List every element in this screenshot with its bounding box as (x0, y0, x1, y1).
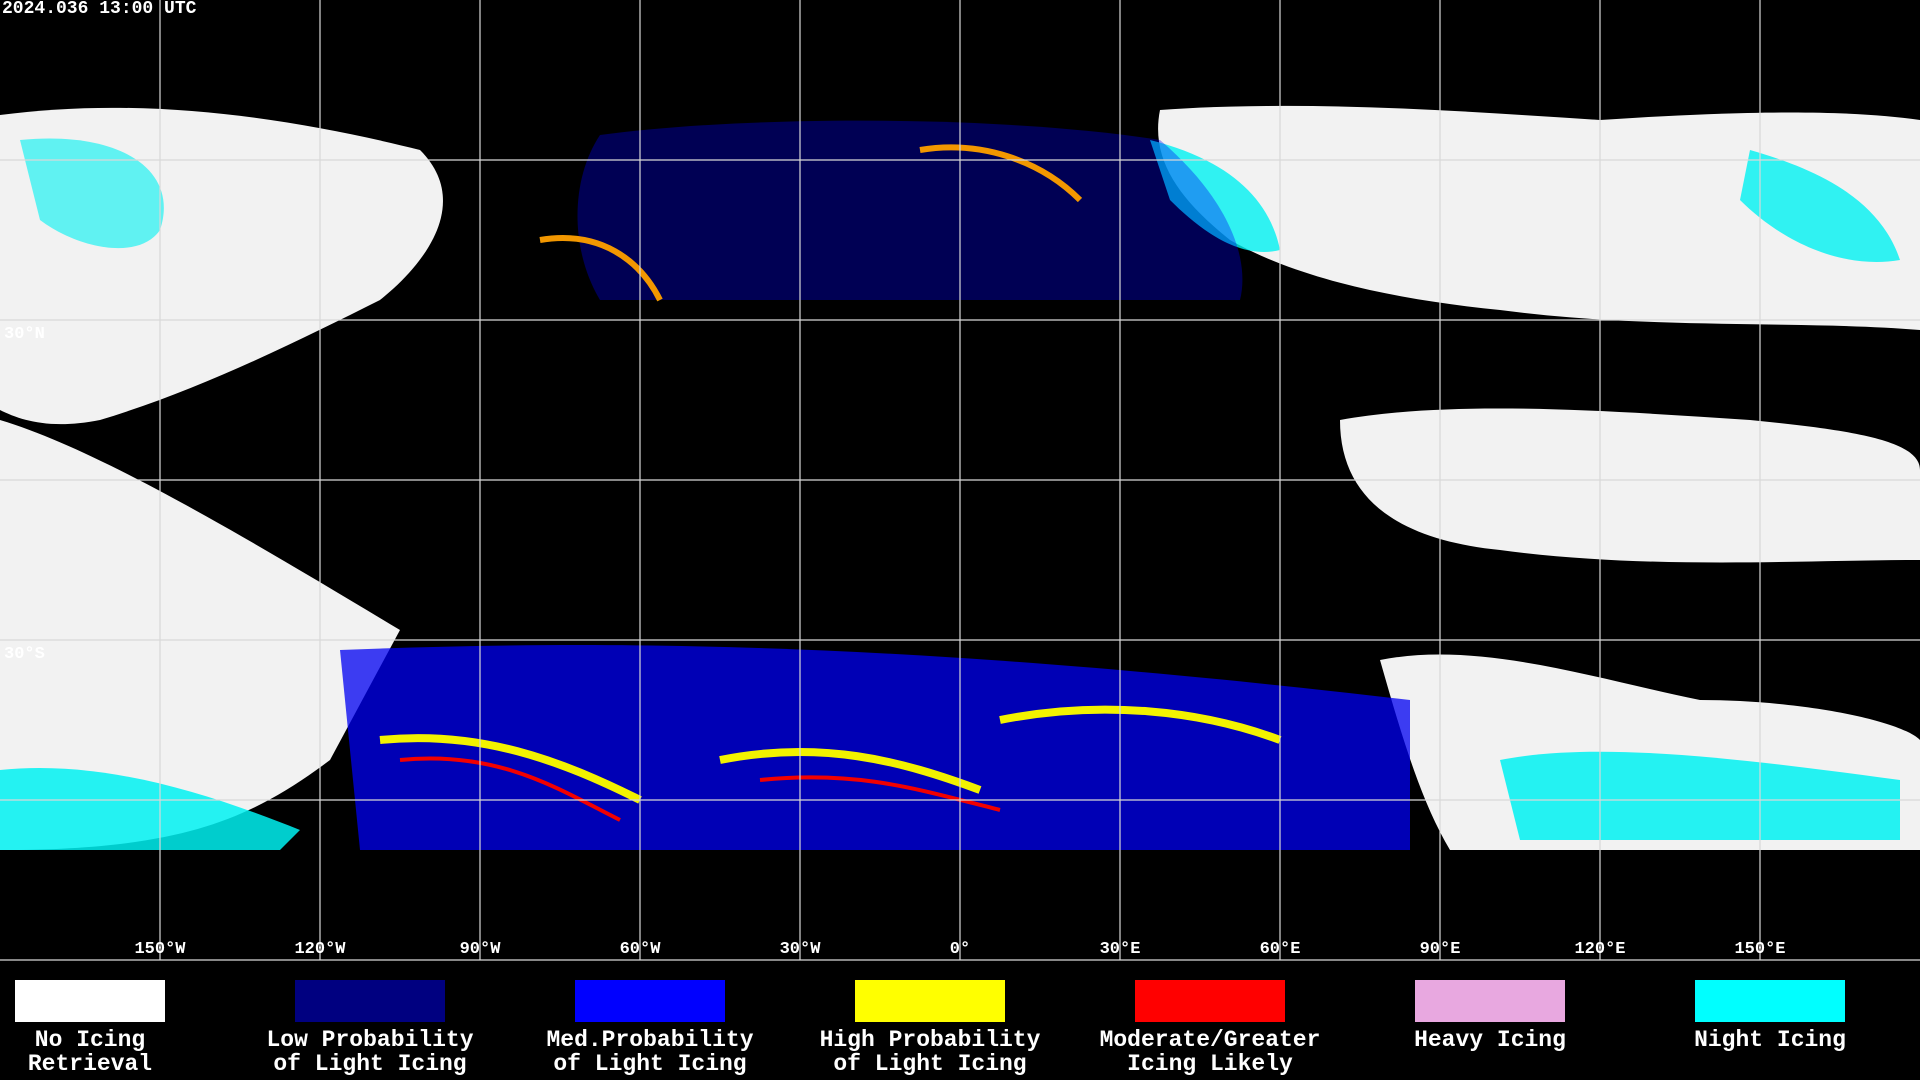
timestamp: 2024.036 13:00 UTC (2, 0, 197, 19)
cloud-region (1158, 105, 1920, 330)
icing-region (340, 645, 1410, 850)
legend-label: Low Probability (266, 1027, 473, 1053)
legend-label: Heavy Icing (1414, 1027, 1566, 1053)
legend-swatch (295, 980, 445, 1022)
legend-label: of Light Icing (833, 1051, 1026, 1077)
lon-label: 150°W (134, 940, 186, 959)
lon-label: 0° (950, 940, 970, 959)
lat-label: 30°S (4, 645, 45, 664)
imagery (0, 105, 1920, 850)
legend-swatch (15, 980, 165, 1022)
lon-label: 120°W (294, 940, 346, 959)
graticule (0, 0, 1920, 960)
night-region (1150, 140, 1900, 262)
night-region (0, 768, 300, 850)
legend-label: High Probability (820, 1027, 1041, 1053)
legend-label: of Light Icing (273, 1051, 466, 1077)
cloud-region (0, 420, 400, 850)
lon-label: 90°E (1420, 940, 1461, 959)
lon-label: 60°W (620, 940, 662, 959)
legend-label: Icing Likely (1127, 1051, 1293, 1077)
icing-region (577, 120, 1243, 300)
legend-label: Moderate/Greater (1100, 1027, 1321, 1053)
legend-label: Retrieval (28, 1051, 152, 1077)
lon-label: 90°W (460, 940, 502, 959)
lon-label: 120°E (1574, 940, 1625, 959)
icing-streak (539, 144, 1083, 302)
lon-label: 30°W (780, 940, 822, 959)
lon-label: 150°E (1734, 940, 1785, 959)
legend-label: Med.Probability (546, 1027, 753, 1053)
legend-swatch (855, 980, 1005, 1022)
icing-streak (399, 756, 1001, 822)
lon-label: 60°E (1260, 940, 1301, 959)
legend-swatch (1415, 980, 1565, 1022)
icing-streak (379, 705, 1282, 804)
legend-label: of Light Icing (553, 1051, 746, 1077)
night-region (20, 138, 164, 249)
legend-label: No Icing (35, 1027, 145, 1053)
legend-label: Night Icing (1694, 1027, 1846, 1053)
lon-label: 30°E (1100, 940, 1141, 959)
legend-swatch (1695, 980, 1845, 1022)
cloud-region (1340, 408, 1920, 563)
legend-swatch (1135, 980, 1285, 1022)
legend-swatch (575, 980, 725, 1022)
lat-label: 30°N (4, 325, 45, 344)
